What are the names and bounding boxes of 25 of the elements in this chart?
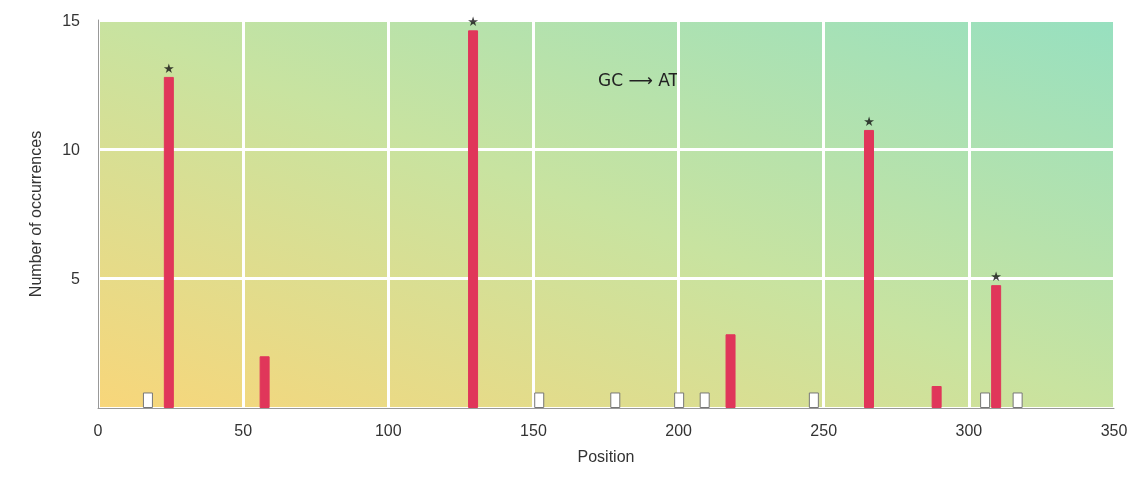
annotation: ★ bbox=[863, 113, 875, 129]
bar bbox=[468, 30, 479, 408]
annotation: GC ⟶ AT bbox=[598, 69, 680, 90]
x-tick-label: 150 bbox=[520, 421, 547, 439]
bar bbox=[725, 334, 736, 408]
x-tick-label: 50 bbox=[234, 421, 253, 439]
y-tick-label: 15 bbox=[62, 11, 81, 29]
x-tick-label: 350 bbox=[1100, 421, 1128, 439]
bar bbox=[163, 76, 174, 408]
y-tick-label: 10 bbox=[62, 140, 81, 158]
bar bbox=[991, 285, 1002, 408]
y-tick-label: 5 bbox=[71, 270, 81, 288]
x-tick-label: 300 bbox=[955, 421, 983, 439]
x-tick-label: 100 bbox=[374, 421, 402, 439]
bar bbox=[864, 129, 874, 408]
bar bbox=[931, 386, 942, 408]
x-tick-label: 0 bbox=[93, 421, 103, 439]
x-tick-label: 250 bbox=[810, 421, 838, 439]
x-axis-title: Position bbox=[577, 447, 635, 465]
bar bbox=[259, 356, 270, 408]
annotation: ★ bbox=[467, 14, 479, 30]
annotation: ★ bbox=[990, 269, 1002, 285]
x-tick-label: 200 bbox=[665, 421, 693, 439]
annotation: ★ bbox=[163, 60, 175, 76]
y-axis-title: Number of occurrences bbox=[26, 130, 44, 298]
